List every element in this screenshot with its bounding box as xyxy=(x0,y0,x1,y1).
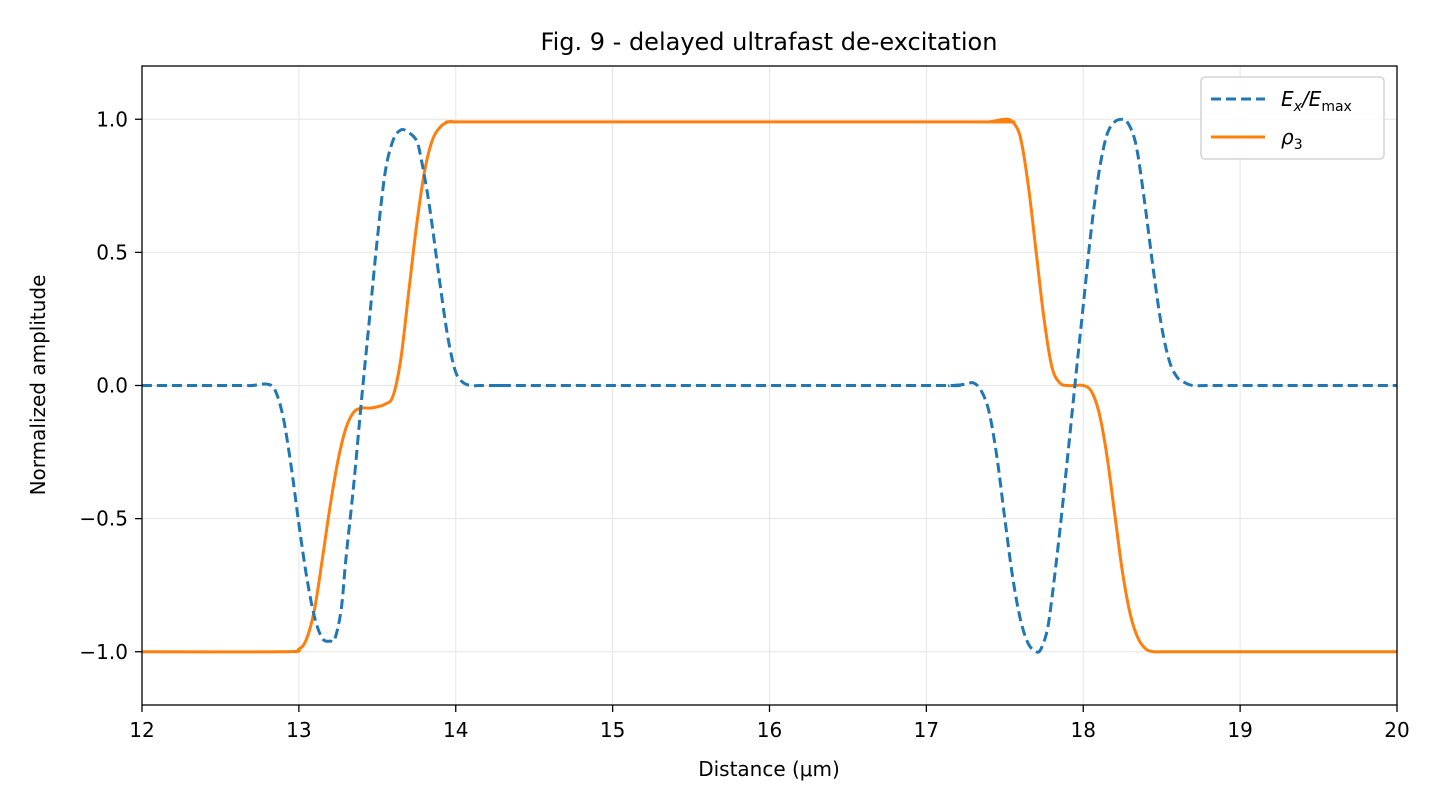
series-line-ex-over-emax xyxy=(142,117,1397,654)
x-axis-label: Distance (μm) xyxy=(698,757,840,781)
x-tick-label: 16 xyxy=(757,718,782,742)
x-tick-label: 20 xyxy=(1384,718,1409,742)
x-tick-label: 12 xyxy=(129,718,154,742)
y-tick-label: 0.0 xyxy=(96,374,128,398)
y-tick-label: −1.0 xyxy=(79,640,128,664)
y-tick-label: 0.5 xyxy=(96,240,128,264)
legend: Ex/Emax ρ3 xyxy=(1200,76,1385,160)
chart-title: Fig. 9 - delayed ultrafast de-excitation xyxy=(541,28,998,56)
y-tick-label: −0.5 xyxy=(79,507,128,531)
x-tick-label: 14 xyxy=(443,718,468,742)
x-tick-label: 15 xyxy=(600,718,625,742)
axis-ticks: 12 13 14 15 16 17 18 19 20 −1.0 −0.5 0.0 0.5 1.0 xyxy=(79,107,1409,742)
x-tick-label: 18 xyxy=(1071,718,1096,742)
x-tick-label: 19 xyxy=(1227,718,1252,742)
series-line-rho3 xyxy=(142,117,1397,654)
legend-label-ex: Ex/Emax xyxy=(1281,87,1352,115)
plot-lines xyxy=(142,117,1397,654)
legend-label-rho: ρ3 xyxy=(1281,125,1303,153)
y-axis-label: Normalized amplitude xyxy=(26,275,50,496)
x-tick-label: 17 xyxy=(914,718,939,742)
x-tick-label: 13 xyxy=(286,718,311,742)
y-tick-label: 1.0 xyxy=(96,107,128,131)
